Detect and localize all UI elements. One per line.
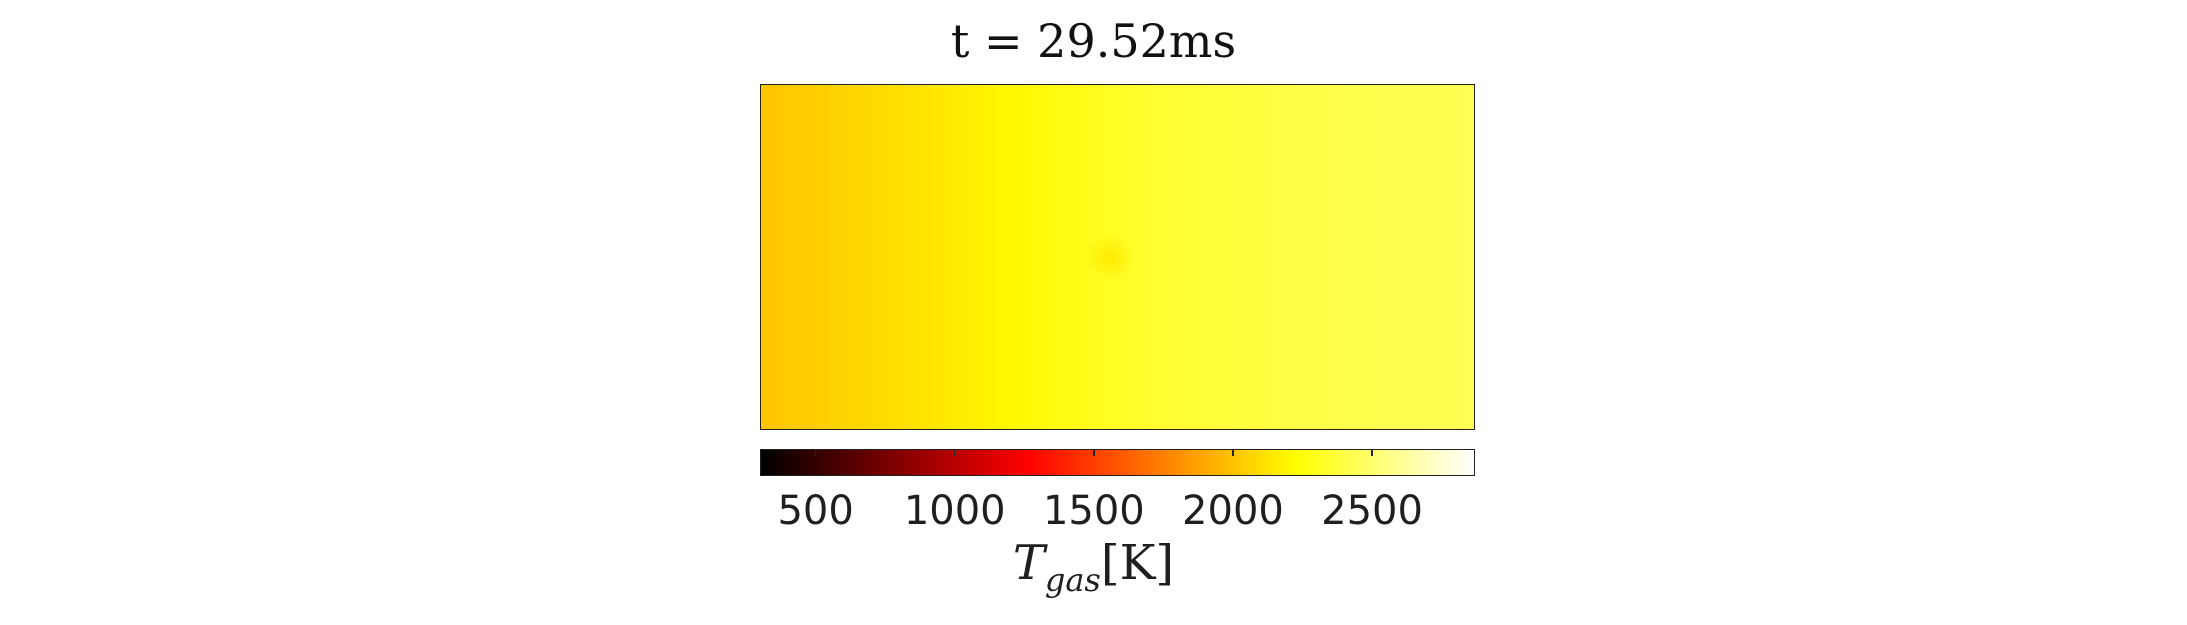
- cool-spot: [761, 85, 1474, 429]
- colorbar-tick-label: 2000: [1182, 488, 1284, 534]
- colorbar-tick-mark: [953, 449, 956, 456]
- colorbar-tick-label: 500: [777, 488, 854, 534]
- colorbar-label-unit: [K]: [1100, 535, 1175, 591]
- colorbar-label: Tgas[K]: [0, 535, 2187, 599]
- colorbar-tick-mark: [1232, 449, 1234, 456]
- chart-title: t = 29.52ms: [950, 14, 1237, 68]
- colorbar-tick-mark: [814, 449, 817, 456]
- colorbar-tick-label: 1500: [1042, 488, 1145, 534]
- colorbar-label-sub: gas: [1044, 561, 1101, 599]
- colorbar-tick-label: 1000: [903, 488, 1006, 534]
- colorbar-tick-mark: [1093, 449, 1095, 456]
- colorbar-tick-mark: [1371, 449, 1373, 456]
- temperature-field: [760, 84, 1475, 430]
- colorbar: [760, 449, 1475, 476]
- colorbar-label-var: T: [1012, 535, 1045, 591]
- colorbar-tick-label: 2500: [1321, 488, 1423, 534]
